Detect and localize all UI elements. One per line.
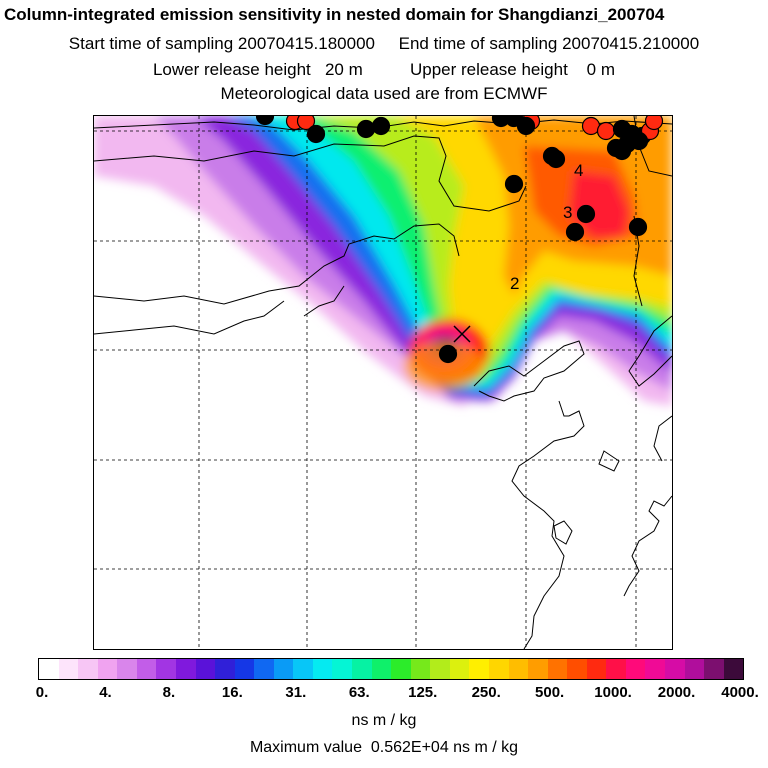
colorbar-swatch	[78, 659, 98, 679]
cluster-label-4: 4	[574, 161, 583, 180]
cluster-marker	[576, 204, 596, 224]
maximum-value-label: Maximum value 0.562E+04 ns m / kg	[249, 739, 519, 756]
colorbar-swatch	[293, 659, 313, 679]
colorbar-tick-label: 63.	[348, 684, 370, 701]
release-height-line: Lower release height 20 m Upper release …	[152, 60, 616, 79]
colorbar-swatch	[234, 659, 255, 679]
meteorology-source-line: Meteorological data used are from ECMWF	[220, 84, 548, 103]
colorbar-swatch	[371, 659, 392, 679]
cluster-marker	[438, 344, 458, 364]
colorbar-swatch	[528, 659, 548, 679]
colorbar-swatch	[723, 659, 744, 679]
particle-clusters	[255, 116, 664, 364]
colorbar-swatch	[117, 659, 137, 679]
cluster-marker	[546, 149, 566, 169]
colorbar-swatch	[273, 659, 294, 679]
release-location-marker	[453, 325, 471, 343]
colorbar-swatch	[704, 659, 724, 679]
colorbar-swatch	[488, 659, 509, 679]
colorbar-tick-label: 250.	[471, 684, 501, 701]
colorbar-swatch	[508, 659, 529, 679]
cluster-marker	[371, 116, 391, 136]
colorbar-swatch	[430, 659, 450, 679]
cluster-marker	[255, 116, 275, 126]
map-title: Column-integrated emission sensitivity i…	[4, 5, 665, 24]
colorbar-tick-label: 4000.	[721, 684, 759, 701]
colorbar-swatch	[469, 659, 489, 679]
emission-sensitivity-map: 4 3 2	[93, 115, 673, 650]
sensitivity-field	[94, 116, 672, 406]
colorbar	[38, 658, 744, 680]
cluster-marker	[565, 222, 585, 242]
cluster-marker	[628, 217, 648, 237]
colorbar-swatch	[136, 659, 157, 679]
colorbar-swatch	[391, 659, 411, 679]
cluster-marker	[516, 116, 536, 136]
colorbar-tick-label: 1000.	[594, 684, 632, 701]
colorbar-swatch	[58, 659, 79, 679]
colorbar-tick-label: 125.	[408, 684, 438, 701]
colorbar-swatch	[332, 659, 352, 679]
colorbar-tick-label: 2000.	[657, 684, 696, 701]
colorbar-swatch	[684, 659, 705, 679]
colorbar-swatch	[97, 659, 118, 679]
colorbar-swatch	[39, 659, 59, 679]
colorbar-swatch	[156, 659, 176, 679]
colorbar-swatch	[352, 659, 372, 679]
cluster-marker	[606, 138, 626, 158]
cluster-marker	[504, 174, 524, 194]
colorbar-swatch	[567, 659, 587, 679]
colorbar-tick-label: 0.	[35, 684, 49, 701]
colorbar-swatch	[665, 659, 685, 679]
cluster-marker	[296, 116, 316, 131]
colorbar-swatch	[312, 659, 333, 679]
cluster-marker	[596, 121, 616, 141]
colorbar-tick-label: 4.	[99, 684, 112, 701]
colorbar-swatch	[645, 659, 665, 679]
colorbar-swatch	[410, 659, 431, 679]
colorbar-units: ns m / kg	[351, 712, 417, 729]
colorbar-swatch	[175, 659, 196, 679]
sampling-time-line: Start time of sampling 20070415.180000 E…	[68, 34, 700, 53]
cluster-marker	[644, 116, 664, 131]
colorbar-tick-label: 16.	[221, 684, 243, 701]
colorbar-tick-label: 500.	[535, 684, 565, 701]
colorbar-swatch	[254, 659, 274, 679]
colorbar-tick-label: 8.	[162, 684, 176, 701]
colorbar-swatch	[215, 659, 235, 679]
colorbar-tick-label: 31.	[285, 684, 307, 701]
cluster-label-2: 2	[510, 274, 519, 293]
colorbar-swatch	[625, 659, 646, 679]
cluster-marker	[629, 131, 649, 151]
cluster-label-3: 3	[563, 203, 572, 222]
colorbar-swatch	[449, 659, 470, 679]
cluster-marker	[306, 124, 326, 144]
cluster-marker	[356, 119, 376, 139]
map-canvas: 4 3 2	[94, 116, 672, 649]
colorbar-swatch	[195, 659, 216, 679]
colorbar-swatch	[586, 659, 607, 679]
colorbar-swatch	[547, 659, 568, 679]
colorbar-swatch	[606, 659, 626, 679]
